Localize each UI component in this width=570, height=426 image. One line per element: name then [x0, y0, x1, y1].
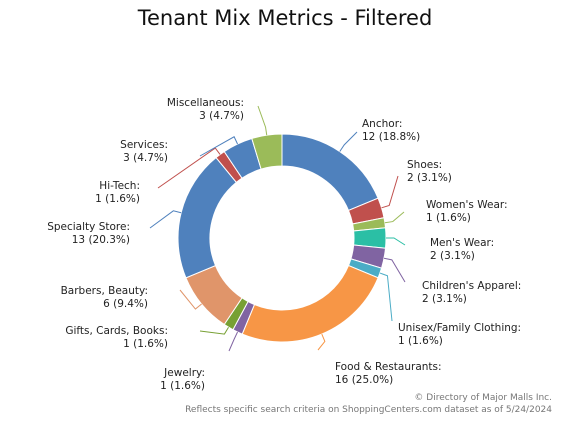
data-label-men-s-wear: Men's Wear: 2 (3.1%) — [430, 237, 494, 262]
data-label-miscellaneous: Miscellaneous: 3 (4.7%) — [167, 97, 244, 122]
leader-line-children-s-apparel — [383, 257, 406, 283]
leader-line-hi-tech — [157, 147, 221, 189]
data-label-food-restaurants: Food & Restaurants: 16 (25.0%) — [335, 361, 442, 386]
leader-line-miscellaneous — [257, 105, 268, 136]
leader-line-specialty-store — [149, 210, 182, 229]
data-label-services: Services: 3 (4.7%) — [120, 139, 168, 164]
leader-line-men-s-wear — [386, 237, 406, 246]
slice-food-restaurants[interactable] — [241, 264, 379, 343]
data-label-barbers-beauty: Barbers, Beauty: 6 (9.4%) — [61, 285, 148, 310]
data-label-children-s-apparel: Children's Apparel: 2 (3.1%) — [422, 280, 521, 305]
chart-credits: © Directory of Major Malls Inc. Reflects… — [185, 392, 552, 416]
leader-line-jewelry — [228, 331, 238, 352]
leader-line-unisex-family-clothing — [379, 272, 393, 322]
data-label-hi-tech: Hi-Tech: 1 (1.6%) — [95, 180, 140, 205]
slice-anchor[interactable] — [281, 133, 379, 212]
leader-line-shoes — [381, 175, 399, 209]
data-label-unisex-family-clothing: Unisex/Family Clothing: 1 (1.6%) — [398, 322, 521, 347]
data-label-anchor: Anchor: 12 (18.8%) — [362, 118, 420, 143]
chart-title: Tenant Mix Metrics - Filtered — [137, 6, 433, 30]
data-label-gifts-cards-books: Gifts, Cards, Books: 1 (1.6%) — [65, 325, 168, 350]
credit-note: Reflects specific search criteria on Sho… — [185, 405, 552, 415]
leader-line-barbers-beauty — [179, 289, 202, 310]
slice-specialty-store[interactable] — [177, 156, 238, 279]
leader-line-women-s-wear — [384, 211, 405, 224]
leader-line-services — [199, 136, 238, 157]
data-label-shoes: Shoes: 2 (3.1%) — [407, 159, 452, 184]
data-label-women-s-wear: Women's Wear: 1 (1.6%) — [426, 199, 508, 224]
leader-line-anchor — [339, 131, 358, 152]
data-label-specialty-store: Specialty Store: 13 (20.3%) — [47, 221, 130, 246]
slice-miscellaneous[interactable] — [251, 133, 283, 170]
data-label-jewelry: Jewelry: 1 (1.6%) — [160, 367, 205, 392]
leader-line-gifts-cards-books — [199, 326, 229, 335]
leader-line-food-restaurants — [317, 333, 326, 351]
credit-copyright: © Directory of Major Malls Inc. — [414, 393, 552, 403]
